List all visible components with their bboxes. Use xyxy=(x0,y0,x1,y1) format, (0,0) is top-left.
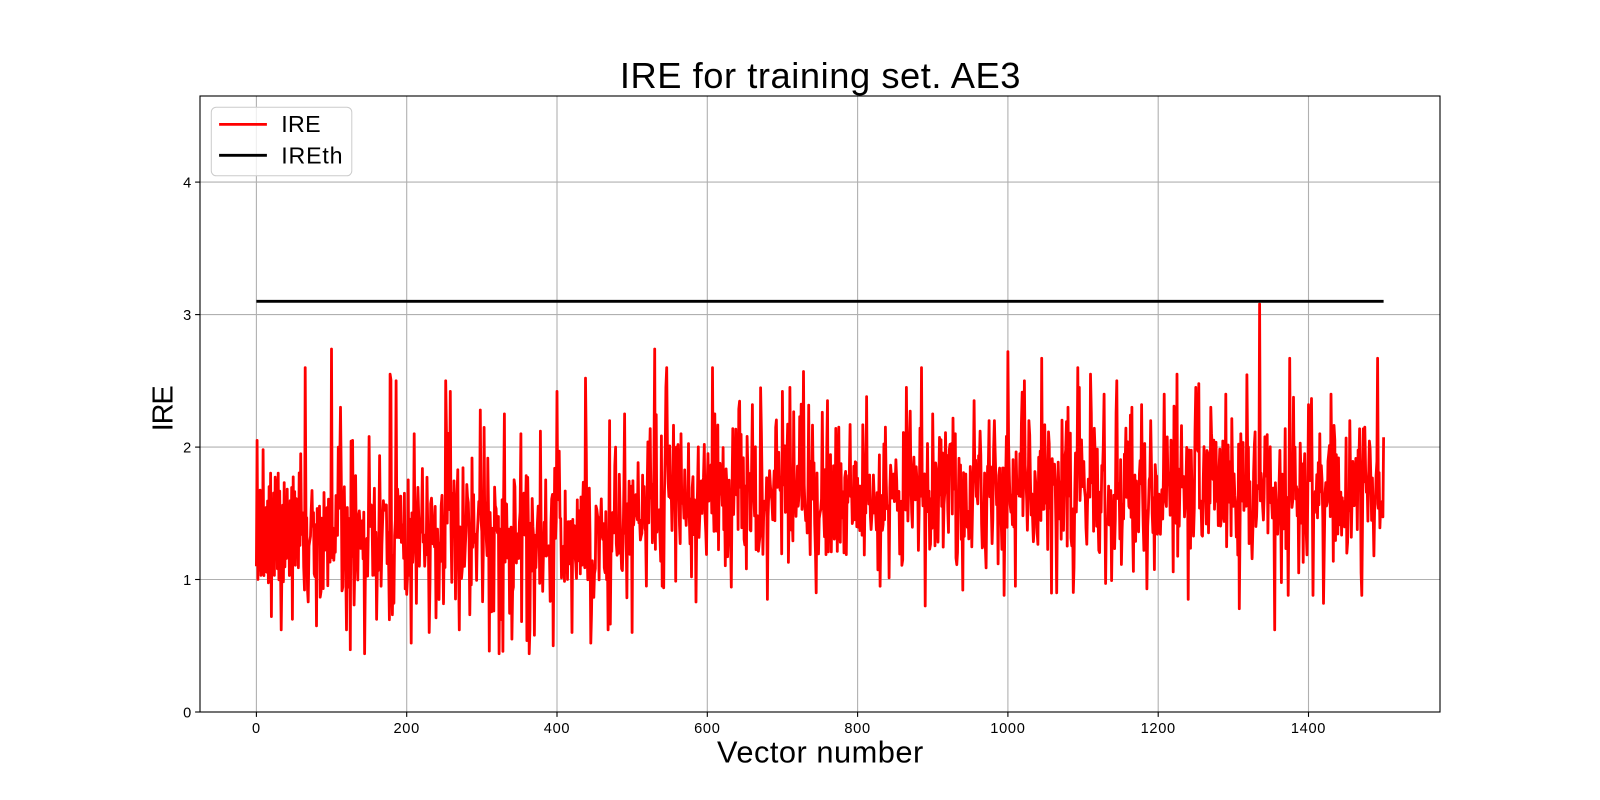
svg-text:1400: 1400 xyxy=(1291,721,1326,737)
svg-text:400: 400 xyxy=(544,721,570,737)
svg-text:1000: 1000 xyxy=(990,721,1025,737)
svg-text:600: 600 xyxy=(694,721,720,737)
svg-text:200: 200 xyxy=(393,721,419,737)
svg-text:0: 0 xyxy=(183,705,192,721)
svg-text:2: 2 xyxy=(183,440,192,456)
svg-text:1: 1 xyxy=(183,573,192,589)
svg-text:IRE: IRE xyxy=(281,111,321,137)
svg-text:IRE for training set. AE3: IRE for training set. AE3 xyxy=(620,55,1021,96)
svg-text:1200: 1200 xyxy=(1141,721,1176,737)
svg-text:4: 4 xyxy=(183,175,192,191)
svg-text:IREth: IREth xyxy=(281,142,343,168)
svg-text:800: 800 xyxy=(844,721,870,737)
svg-text:3: 3 xyxy=(183,308,192,324)
svg-text:Vector number: Vector number xyxy=(717,734,924,769)
svg-text:0: 0 xyxy=(252,721,261,737)
svg-text:IRE: IRE xyxy=(148,386,180,432)
